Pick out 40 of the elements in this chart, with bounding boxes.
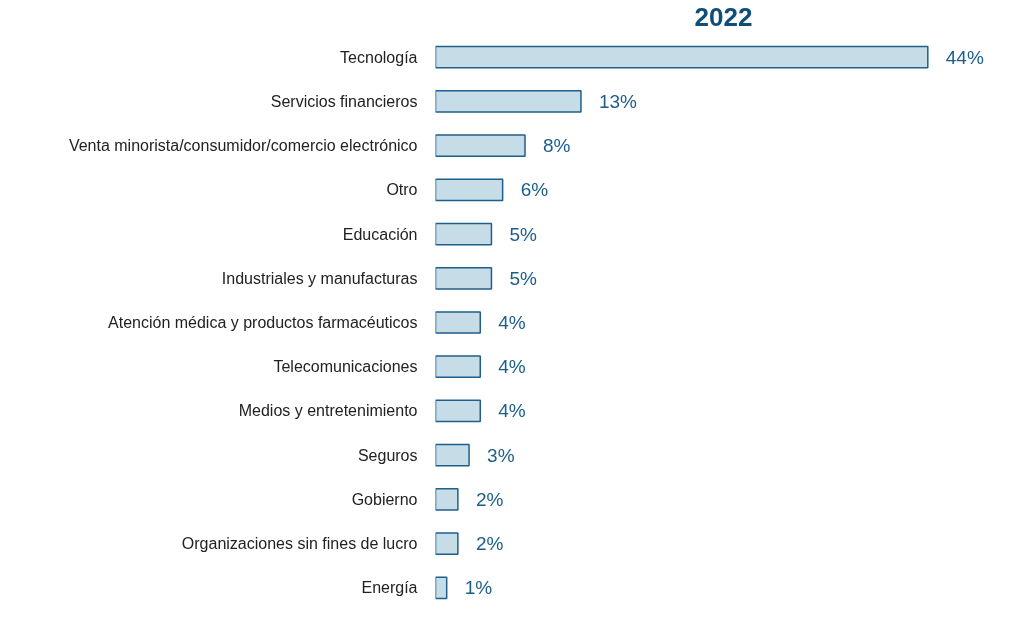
bar: [435, 443, 470, 467]
bar: [435, 488, 459, 511]
y-tick-label: Venta minorista/consumidor/comercio electrónico: [68, 137, 418, 155]
data-label: 4%: [498, 356, 526, 378]
bar: [435, 134, 526, 157]
bar: [435, 311, 482, 334]
y-tick-label: Medios y entretenimiento: [238, 402, 418, 420]
bar: [435, 355, 482, 379]
y-tick-label: Energía: [361, 579, 418, 597]
y-tick-label: Seguros: [357, 446, 418, 464]
bar: [435, 399, 482, 423]
bar: [435, 576, 448, 600]
y-tick-label: Tecnología: [340, 48, 418, 66]
chart-title: 2022: [694, 1, 753, 32]
bar: [435, 45, 929, 69]
y-tick-label: Organizaciones sin fines de lucro: [181, 535, 418, 553]
data-label: 5%: [509, 267, 538, 289]
data-label: 3%: [487, 444, 515, 466]
y-tick-label: Otro: [386, 181, 418, 199]
y-tick-label: Educación: [342, 225, 418, 243]
data-label: 4%: [498, 400, 526, 422]
data-label: 4%: [498, 312, 526, 333]
y-tick-label: Telecomunicaciones: [273, 358, 418, 376]
data-label: 44%: [945, 46, 984, 68]
y-tick-label: Gobierno: [351, 490, 418, 508]
y-tick-label: Industriales y manufacturas: [221, 269, 418, 287]
data-label: 5%: [509, 223, 538, 245]
data-label: 1%: [464, 577, 493, 599]
y-tick-label: Servicios financieros: [270, 92, 418, 110]
data-label: 8%: [543, 135, 571, 157]
bar: [435, 266, 493, 290]
data-label: 6%: [520, 179, 549, 201]
bar: [435, 178, 504, 202]
bar: [435, 532, 459, 556]
bar: [435, 89, 582, 113]
data-label: 2%: [475, 488, 504, 510]
data-label: 13%: [598, 90, 638, 112]
data-label: 2%: [475, 533, 504, 555]
bar: [435, 222, 493, 246]
y-tick-label: Atención médica y productos farmacéuticos: [108, 314, 418, 331]
